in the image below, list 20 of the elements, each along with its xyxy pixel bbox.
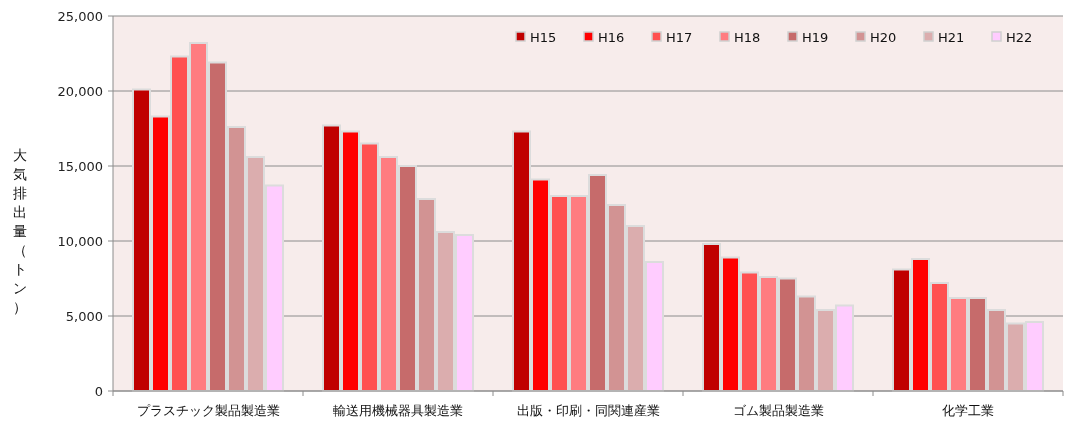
x-tick-label: プラスチック製品製造業: [136, 403, 280, 418]
legend-label: H20: [870, 29, 897, 45]
x-tick-label: 出版・印刷・同関連産業: [516, 403, 660, 418]
y-tick-label: 5,000: [65, 309, 103, 324]
legend-label: H17: [666, 29, 693, 45]
legend-label: H18: [734, 29, 761, 45]
legend-label: H19: [802, 29, 829, 45]
y-tick-label: 0: [94, 384, 103, 399]
x-tick-label: ゴム製品製造業: [732, 403, 824, 418]
x-tick-label: 輸送用機械器具製造業: [333, 403, 463, 418]
y-tick-label: 20,000: [57, 84, 103, 99]
y-tick-label: 25,000: [57, 9, 103, 24]
legend-label: H16: [598, 29, 625, 45]
y-tick-label: 10,000: [57, 234, 103, 249]
text: 大気排出量（トン）: [13, 147, 27, 315]
x-tick-label: 化学工業: [942, 403, 994, 418]
y-tick-label: 15,000: [57, 159, 103, 174]
legend-label: H21: [938, 29, 965, 45]
legend-label: H15: [530, 29, 557, 45]
legend-label: H22: [1006, 29, 1033, 45]
